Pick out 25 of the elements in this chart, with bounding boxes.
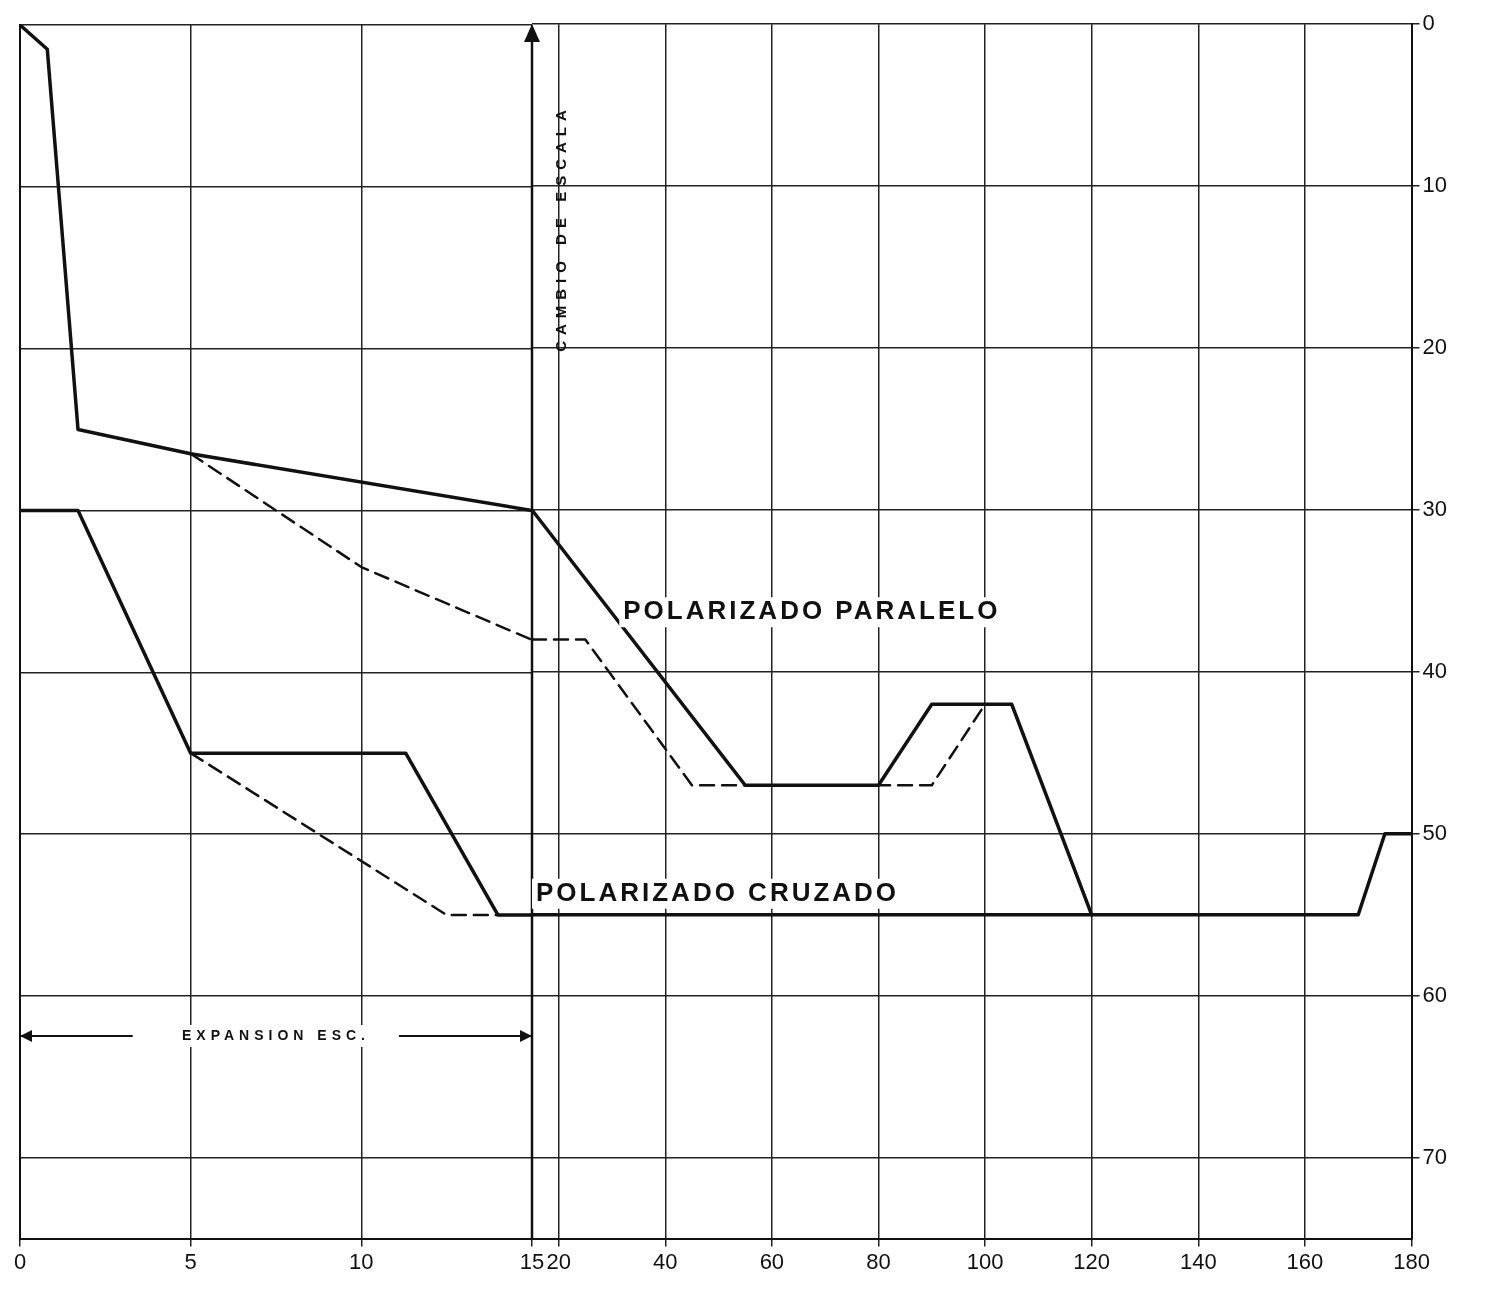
y-tick-label: 40 [1422,657,1448,683]
ref-line-label: CAMBIO DE ESCALA [552,104,570,352]
y-tick-label: 50 [1422,819,1448,845]
x-tick-label: 15 [519,1248,545,1274]
x-tick-label: 0 [13,1248,27,1274]
annotation: EXPANSION ESC. [182,1026,370,1043]
x-tick-label: 160 [1286,1248,1324,1274]
x-tick-label: 10 [349,1248,374,1274]
y-tick-label: 20 [1422,334,1448,360]
x-tick-label: 120 [1073,1248,1111,1274]
x-tick-label: 80 [866,1248,891,1274]
y-tick-label: 10 [1422,172,1448,198]
y-tick-label: 60 [1422,981,1448,1007]
y-tick-label: 30 [1422,496,1448,522]
x-tick-label: 60 [759,1248,785,1274]
series-label: POLARIZADO PARALELO [623,595,1001,626]
x-tick-label: 20 [546,1248,571,1274]
y-tick-label: 70 [1422,1143,1448,1169]
x-tick-label: 140 [1179,1248,1217,1274]
x-tick-label: 180 [1393,1248,1430,1274]
x-tick-label: 100 [966,1248,1004,1274]
x-tick-label: 5 [184,1248,197,1274]
x-tick-label: 40 [653,1248,678,1274]
y-tick-label: 0 [1422,10,1435,36]
series-label: POLARIZADO CRUZADO [536,876,900,907]
